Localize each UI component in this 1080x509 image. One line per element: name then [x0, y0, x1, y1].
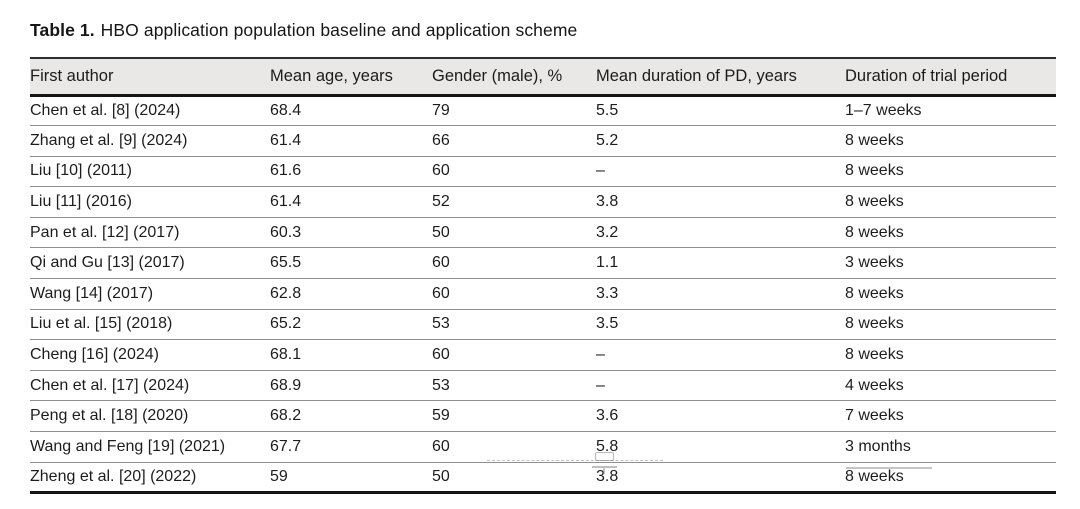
table-cell: Wang and Feng [19] (2021) — [30, 437, 226, 455]
table-header: First author Mean age, years Gender (mal… — [30, 58, 1056, 95]
column-header-trial-duration: Duration of trial period — [845, 66, 1008, 85]
table-cell: – — [596, 346, 605, 364]
column-header-gender-male: Gender (male), % — [432, 66, 563, 85]
table-cell: 50 — [432, 467, 450, 485]
table-cell: 60 — [432, 284, 450, 302]
table-cell: 5.5 — [596, 101, 619, 119]
table-cell: 59 — [270, 467, 288, 485]
table-body: Chen et al. [8] (2024) 68.4 79 5.5 1–7 weeks… — [30, 95, 1056, 493]
table-cell: 60 — [432, 162, 450, 180]
table-cell: 53 — [432, 315, 450, 333]
table-cell: 8 weeks — [845, 223, 904, 241]
table-row: Wang and Feng [19] (2021) 67.7 60 5.8 3 mont… — [30, 432, 1056, 463]
table-cell: Liu [11] (2016) — [30, 193, 132, 211]
table-cell: Chen et al. [8] (2024) — [30, 101, 181, 119]
table-cell: 60 — [432, 346, 450, 364]
table-cell: 50 — [432, 223, 450, 241]
table-cell: 3.3 — [596, 284, 619, 302]
table-cell: 8 weeks — [845, 193, 904, 211]
table-cell: Chen et al. [17] (2024) — [30, 376, 190, 394]
column-header-pd-duration: Mean duration of PD, years — [596, 66, 797, 85]
table-cell: 8 weeks — [845, 346, 904, 364]
table-row: Liu [10] (2011) 61.6 60 – 8 weeks — [30, 156, 1056, 187]
table-cell: 52 — [432, 193, 450, 211]
table-cell: – — [596, 376, 605, 394]
table-cell: Zheng et al. [20] (2022) — [30, 467, 197, 485]
table-row: Liu [11] (2016) 61.4 52 3.8 8 weeks — [30, 187, 1056, 218]
table-caption: Table 1. HBO application population basel… — [30, 20, 577, 41]
table-cell: 3.8 — [596, 193, 619, 211]
table-cell: 3.5 — [596, 315, 619, 333]
table-cell: Cheng [16] (2024) — [30, 346, 159, 364]
table-cell: 3.6 — [596, 407, 619, 425]
table-cell: 7 weeks — [845, 407, 904, 425]
table-cell: 65.2 — [270, 315, 302, 333]
table-cell: 3.8 — [596, 467, 619, 485]
table-cell: 61.4 — [270, 193, 302, 211]
table-cell: 68.9 — [270, 376, 302, 394]
table-cell: Pan et al. [12] (2017) — [30, 223, 180, 241]
table-cell: 1–7 weeks — [845, 101, 922, 119]
table-cell: 3 weeks — [845, 254, 904, 272]
column-header-mean-age: Mean age, years — [270, 66, 393, 85]
table-row: Pan et al. [12] (2017) 60.3 50 3.2 8 weeks — [30, 217, 1056, 248]
table-cell: 59 — [432, 407, 450, 425]
table-cell: 62.8 — [270, 284, 302, 302]
table-cell: 61.6 — [270, 162, 302, 180]
table-cell: – — [596, 162, 605, 180]
table-row: Wang [14] (2017) 62.8 60 3.3 8 weeks — [30, 279, 1056, 310]
table-row: Qi and Gu [13] (2017) 65.5 60 1.1 3 weeks — [30, 248, 1056, 279]
table-cell: Qi and Gu [13] (2017) — [30, 254, 185, 272]
table-row: Peng et al. [18] (2020) 68.2 59 3.6 7 weeks — [30, 401, 1056, 432]
table-cell: 65.5 — [270, 254, 302, 272]
table-cell: 8 weeks — [845, 131, 904, 149]
table-cell: 61.4 — [270, 131, 302, 149]
table-row: Chen et al. [17] (2024) 68.9 53 – 4 weeks — [30, 370, 1056, 401]
table-cell: 68.1 — [270, 346, 302, 364]
table-caption-text: HBO application population baseline and … — [100, 20, 578, 40]
table-row: Liu et al. [15] (2018) 65.2 53 3.5 8 weeks — [30, 309, 1056, 340]
table-cell: 53 — [432, 376, 450, 394]
table-cell: Zhang et al. [9] (2024) — [30, 131, 188, 149]
table-cell: Wang [14] (2017) — [30, 284, 154, 302]
table-cell: 8 weeks — [845, 467, 904, 485]
table-cell: 67.7 — [270, 437, 302, 455]
table-cell: 8 weeks — [845, 284, 904, 302]
table-cell: 8 weeks — [845, 162, 904, 180]
table-cell: Liu [10] (2011) — [30, 162, 132, 180]
table-cell: Liu et al. [15] (2018) — [30, 315, 173, 333]
table-cell: 60 — [432, 437, 450, 455]
table-cell: 3.2 — [596, 223, 619, 241]
table-cell: 66 — [432, 131, 450, 149]
table-cell: 60 — [432, 254, 450, 272]
table-cell: 5.2 — [596, 131, 619, 149]
column-header-first-author: First author — [30, 66, 114, 85]
table-cell: 3 months — [845, 437, 911, 455]
table-cell: 79 — [432, 101, 450, 119]
table-cell: 8 weeks — [845, 315, 904, 333]
table-row: Zhang et al. [9] (2024) 61.4 66 5.2 8 weeks — [30, 126, 1056, 157]
table-cell: Peng et al. [18] (2020) — [30, 407, 189, 425]
table-row: Chen et al. [8] (2024) 68.4 79 5.5 1–7 weeks — [30, 95, 1056, 126]
table-cell: 5.8 — [596, 437, 619, 455]
table-cell: 60.3 — [270, 223, 302, 241]
table-header-row: First author Mean age, years Gender (mal… — [30, 58, 1056, 95]
table-row: Zheng et al. [20] (2022) 59 50 3.8 8 weeks — [30, 462, 1056, 493]
table-caption-label: Table 1. — [30, 20, 95, 40]
table-cell: 1.1 — [596, 254, 619, 272]
table-cell: 68.2 — [270, 407, 302, 425]
data-table: First author Mean age, years Gender (mal… — [30, 57, 1056, 494]
table-row: Cheng [16] (2024) 68.1 60 – 8 weeks — [30, 340, 1056, 371]
table-cell: 4 weeks — [845, 376, 904, 394]
table-cell: 68.4 — [270, 101, 302, 119]
